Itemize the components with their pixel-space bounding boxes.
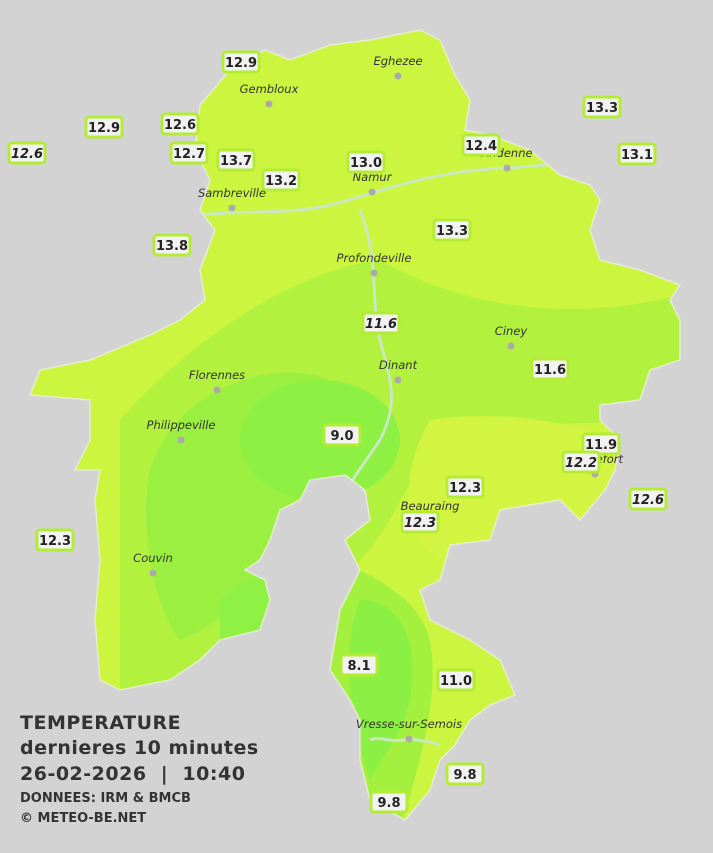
- station-temp: 12.7: [173, 147, 205, 162]
- city-name: Dinant: [379, 358, 418, 372]
- title: TEMPERATURE: [20, 712, 182, 734]
- source: DONNEES: IRM & BMCB: [20, 791, 191, 806]
- city-dot: [228, 204, 236, 212]
- station-temp: 11.6: [534, 363, 566, 378]
- station-temp: 12.6: [164, 118, 196, 133]
- station-temp: 13.3: [586, 101, 618, 116]
- station-temp: 13.8: [156, 239, 188, 254]
- station-box: [530, 357, 570, 381]
- station-temp: 9.8: [453, 768, 476, 783]
- station-box: [322, 423, 362, 447]
- station-box: [221, 50, 261, 74]
- station-box: [361, 311, 401, 335]
- city-dot: [213, 386, 221, 394]
- station-box: [169, 141, 209, 165]
- station-box: [561, 450, 601, 474]
- city-dot: [405, 735, 413, 743]
- station-temp: 13.1: [621, 148, 653, 163]
- station-box: [84, 115, 124, 139]
- city-dot: [368, 188, 376, 196]
- station-temp: 13.3: [436, 224, 468, 239]
- station-temp: 11.6: [365, 317, 397, 332]
- city-name: Couvin: [133, 551, 173, 565]
- city-dot: [394, 72, 402, 80]
- station-box: [346, 150, 386, 174]
- station-temp: 12.9: [88, 121, 120, 136]
- copyright: © METEO-BE.NET: [20, 811, 147, 826]
- city-name: Eghezee: [373, 54, 422, 68]
- city-name: Gembloux: [240, 82, 299, 96]
- city-name: Ciney: [495, 324, 528, 338]
- station-box: [216, 148, 256, 172]
- station-temp: 11.0: [440, 674, 472, 689]
- station-temp: 12.3: [404, 516, 436, 531]
- station-temp: 12.4: [465, 139, 497, 154]
- city-dot: [149, 569, 157, 577]
- station-temp: 12.3: [449, 481, 481, 496]
- station-box: [152, 233, 192, 257]
- station-temp: 13.0: [350, 156, 382, 171]
- station-box: [160, 112, 200, 136]
- city-dot: [507, 342, 515, 350]
- city-dot: [503, 164, 511, 172]
- city-name: Profondeville: [337, 251, 412, 265]
- station-temp: 12.6: [11, 147, 43, 162]
- station-temp: 8.1: [347, 659, 370, 674]
- city-dot: [265, 100, 273, 108]
- station-box: [582, 95, 622, 119]
- subtitle: dernieres 10 minutes: [20, 737, 259, 759]
- city-name: Philippeville: [147, 418, 216, 432]
- station-box: [461, 133, 501, 157]
- station-box: [445, 762, 485, 786]
- station-box: [445, 475, 485, 499]
- city-name: Sambreville: [198, 186, 266, 200]
- station-box: [436, 668, 476, 692]
- city-dot: [370, 269, 378, 277]
- station-temp: 13.7: [220, 154, 252, 169]
- city-name: Florennes: [189, 368, 245, 382]
- station-box: [7, 141, 47, 165]
- station-box: [628, 487, 668, 511]
- station-box: [432, 218, 472, 242]
- station-box: [581, 432, 621, 456]
- station-box: [35, 528, 75, 552]
- station-temp: 11.9: [585, 438, 617, 453]
- city-name: Beauraing: [401, 499, 460, 513]
- city-dot: [394, 376, 402, 384]
- station-temp: 9.0: [330, 429, 353, 444]
- station-temp: 12.3: [39, 534, 71, 549]
- station-box: [369, 790, 409, 814]
- station-temp: 9.8: [377, 796, 400, 811]
- timestamp: 26-02-2026 | 10:40: [20, 763, 246, 785]
- station-temp: 13.2: [265, 174, 297, 189]
- city-dot: [177, 436, 185, 444]
- station-temp: 12.6: [632, 493, 664, 508]
- station-temp: 12.9: [225, 56, 257, 71]
- station-box: [261, 168, 301, 192]
- city-name: Vresse-sur-Semois: [356, 717, 462, 731]
- station-box: [339, 653, 379, 677]
- station-box: [617, 142, 657, 166]
- station-temp: 12.2: [565, 456, 597, 471]
- station-box: [400, 510, 440, 534]
